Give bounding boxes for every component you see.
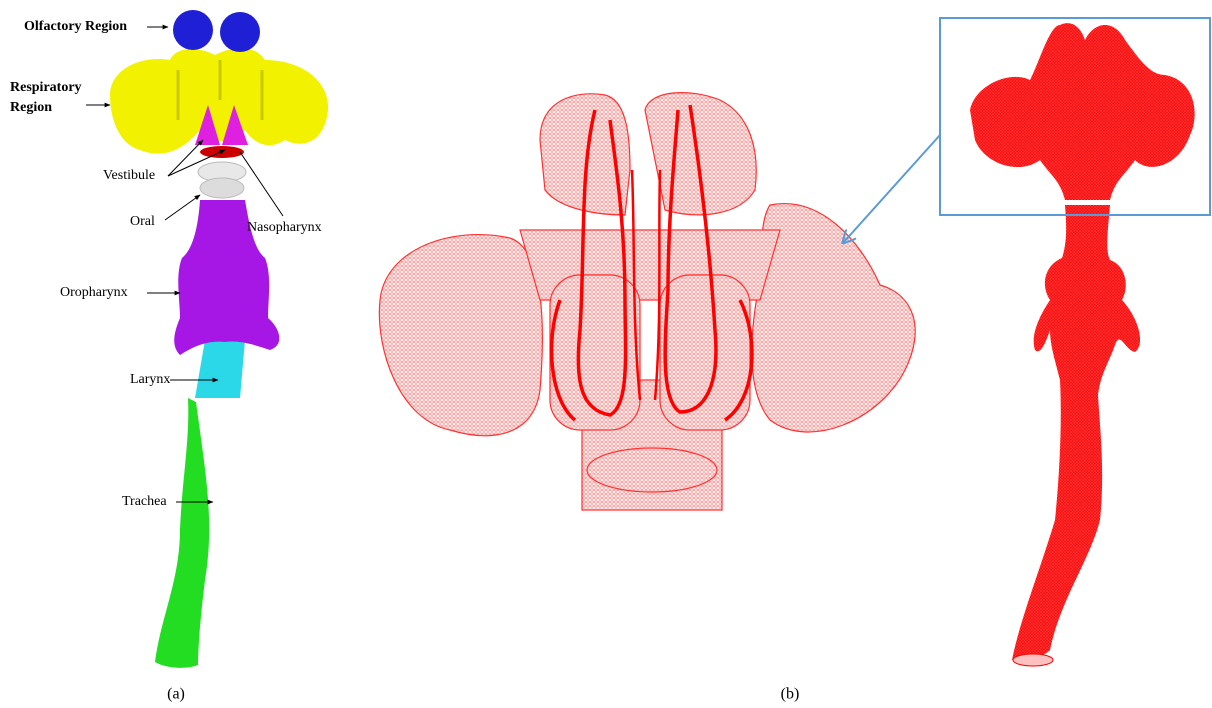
mesh-full (970, 23, 1195, 666)
figure: Olfactory Region Vestibule Oral Nasophar… (0, 0, 1212, 708)
annotation: Respiratory Region (10, 78, 80, 118)
annotation: Olfactory Region (24, 19, 127, 34)
annotation: Trachea (122, 494, 167, 509)
annotation: Larynx (130, 372, 170, 387)
figure-canvas: Olfactory Region Vestibule Oral Nasophar… (0, 0, 1212, 708)
mesh-zoom (379, 93, 915, 510)
panel-label: (b) (781, 686, 800, 703)
annotation: Vestibule (103, 168, 155, 183)
annotation: Nasopharynx (247, 220, 322, 235)
zoom-arrow (843, 135, 940, 243)
annotation: Oropharynx (60, 285, 128, 300)
panel-label: (a) (167, 686, 185, 703)
annotation: Oral (130, 214, 155, 229)
airway-model (110, 10, 328, 668)
